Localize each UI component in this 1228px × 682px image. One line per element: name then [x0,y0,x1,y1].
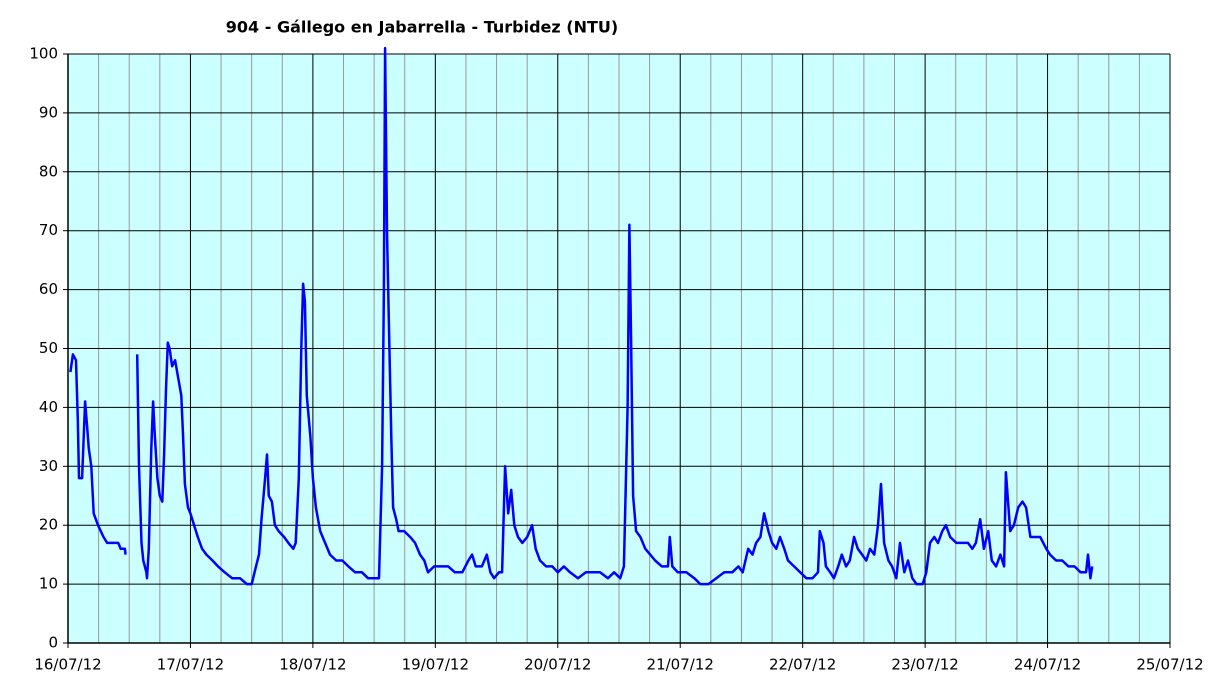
y-tick-label: 30 [39,457,58,475]
x-tick-label: 19/07/12 [402,656,469,674]
x-tick-label: 23/07/12 [891,656,958,674]
y-tick-label: 20 [39,516,58,534]
x-tick-label: 17/07/12 [157,656,224,674]
y-tick-label: 60 [39,280,58,298]
x-tick-label: 18/07/12 [279,656,346,674]
y-tick-label: 70 [39,221,58,239]
x-tick-label: 21/07/12 [647,656,714,674]
x-tick-label: 25/07/12 [1136,656,1203,674]
chart-title: 904 - Gállego en Jabarrella - Turbidez (… [226,18,618,37]
y-tick-label: 0 [48,634,58,652]
x-tick-label: 20/07/12 [524,656,591,674]
data-line [69,46,1094,586]
y-tick-label: 50 [39,339,58,357]
y-tick-label: 10 [39,575,58,593]
y-tick-label: 100 [29,45,58,63]
y-tick-label: 40 [39,398,58,416]
y-tick-label: 80 [39,162,58,180]
x-tick-label: 24/07/12 [1014,656,1081,674]
x-tick-label: 16/07/12 [34,656,101,674]
x-tick-label: 22/07/12 [769,656,836,674]
y-tick-label: 90 [39,103,58,121]
